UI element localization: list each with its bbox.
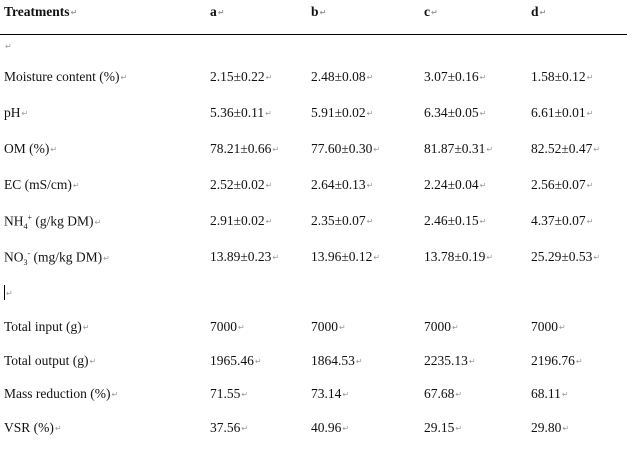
cell-b: 1864.53 bbox=[311, 353, 363, 369]
cell-b: 13.96±0.12 bbox=[311, 249, 380, 265]
table-row: Moisture content (%) 2.15±0.22 2.48±0.08… bbox=[0, 69, 627, 89]
cell-b: 5.91±0.02 bbox=[311, 105, 373, 121]
cell-d: 4.37±0.07 bbox=[531, 213, 593, 229]
cell-c: 13.78±0.19 bbox=[424, 249, 493, 265]
cell-a: 2.15±0.22 bbox=[210, 69, 272, 85]
table-row: pH 5.36±0.11 5.91±0.02 6.34±0.05 6.61±0.… bbox=[0, 105, 627, 125]
cell-c: 2.46±0.15 bbox=[424, 213, 486, 229]
label-superscript: + bbox=[27, 213, 33, 222]
cell-b: 77.60±0.30 bbox=[311, 141, 380, 157]
cell-b: 2.48±0.08 bbox=[311, 69, 373, 85]
cell-a: 2.91±0.02 bbox=[210, 213, 272, 229]
cell-a: 1965.46 bbox=[210, 353, 262, 369]
header-col-d: d bbox=[531, 4, 546, 20]
row-label: pH bbox=[4, 105, 28, 121]
label-subscript: 3 bbox=[23, 258, 28, 268]
table-header-row: Treatments a b c d bbox=[0, 4, 627, 24]
label-base: NH bbox=[4, 213, 24, 229]
row-label: EC (mS/cm) bbox=[4, 177, 80, 193]
cell-c: 2235.13 bbox=[424, 353, 476, 369]
cell-a: 78.21±0.66 bbox=[210, 141, 279, 157]
label-unit: (mg/kg DM) bbox=[30, 249, 103, 265]
table-row: OM (%) 78.21±0.66 77.60±0.30 81.87±0.31 … bbox=[0, 141, 627, 161]
row-label: Total output (g) bbox=[4, 353, 96, 369]
cell-a: 5.36±0.11 bbox=[210, 105, 272, 121]
table-row: NH4+ (g/kg DM) 2.91±0.02 2.35±0.07 2.46±… bbox=[0, 213, 627, 233]
table-row: EC (mS/cm) 2.52±0.02 2.64±0.13 2.24±0.04… bbox=[0, 177, 627, 197]
header-col-a: a bbox=[210, 4, 224, 20]
cell-d: 1.58±0.12 bbox=[531, 69, 593, 85]
cell-b: 73.14 bbox=[311, 386, 349, 402]
row-label: Mass reduction (%) bbox=[4, 386, 118, 402]
cell-b: 7000 bbox=[311, 319, 346, 335]
cell-a: 2.52±0.02 bbox=[210, 177, 272, 193]
cell-c: 3.07±0.16 bbox=[424, 69, 486, 85]
cell-a: 71.55 bbox=[210, 386, 248, 402]
cell-c: 29.15 bbox=[424, 420, 462, 436]
table-row: Total input (g) 7000 7000 7000 7000 bbox=[0, 319, 627, 339]
cell-b: 2.35±0.07 bbox=[311, 213, 373, 229]
row-label: OM (%) bbox=[4, 141, 57, 157]
cell-d: 2.56±0.07 bbox=[531, 177, 593, 193]
cell-d: 2196.76 bbox=[531, 353, 583, 369]
cell-c: 7000 bbox=[424, 319, 459, 335]
cell-d: 68.11 bbox=[531, 386, 569, 402]
cell-b: 2.64±0.13 bbox=[311, 177, 373, 193]
paragraph-mark bbox=[5, 285, 13, 301]
paragraph-mark bbox=[4, 38, 12, 54]
table-row: VSR (%) 37.56 40.96 29.15 29.80 bbox=[0, 420, 627, 440]
header-col-c: c bbox=[424, 4, 438, 20]
cell-d: 25.29±0.53 bbox=[531, 249, 600, 265]
cell-c: 2.24±0.04 bbox=[424, 177, 486, 193]
empty-paragraph bbox=[0, 285, 627, 305]
row-label: Total input (g) bbox=[4, 319, 90, 335]
row-label: Moisture content (%) bbox=[4, 69, 127, 85]
cell-a: 13.89±0.23 bbox=[210, 249, 279, 265]
header-col-b: b bbox=[311, 4, 326, 20]
label-subscript: 4 bbox=[23, 222, 28, 232]
label-base: NO bbox=[4, 249, 24, 265]
cell-d: 7000 bbox=[531, 319, 566, 335]
table-row: Mass reduction (%) 71.55 73.14 67.68 68.… bbox=[0, 386, 627, 406]
cell-a: 7000 bbox=[210, 319, 245, 335]
header-treatments: Treatments bbox=[4, 4, 77, 20]
row-label: NH4+ (g/kg DM) bbox=[4, 213, 101, 231]
table-row: Total output (g) 1965.46 1864.53 2235.13… bbox=[0, 353, 627, 373]
row-label: NO3- (mg/kg DM) bbox=[4, 249, 110, 267]
cell-c: 67.68 bbox=[424, 386, 462, 402]
cell-d: 82.52±0.47 bbox=[531, 141, 600, 157]
label-unit: (g/kg DM) bbox=[32, 213, 94, 229]
cell-c: 81.87±0.31 bbox=[424, 141, 493, 157]
empty-paragraph bbox=[0, 38, 627, 58]
header-rule bbox=[0, 34, 627, 35]
table-row: NO3- (mg/kg DM) 13.89±0.23 13.96±0.12 13… bbox=[0, 249, 627, 269]
label-superscript: - bbox=[27, 249, 31, 258]
cell-b: 40.96 bbox=[311, 420, 349, 436]
cell-d: 29.80 bbox=[531, 420, 569, 436]
row-label: VSR (%) bbox=[4, 420, 62, 436]
cell-d: 6.61±0.01 bbox=[531, 105, 593, 121]
cell-c: 6.34±0.05 bbox=[424, 105, 486, 121]
cell-a: 37.56 bbox=[210, 420, 248, 436]
